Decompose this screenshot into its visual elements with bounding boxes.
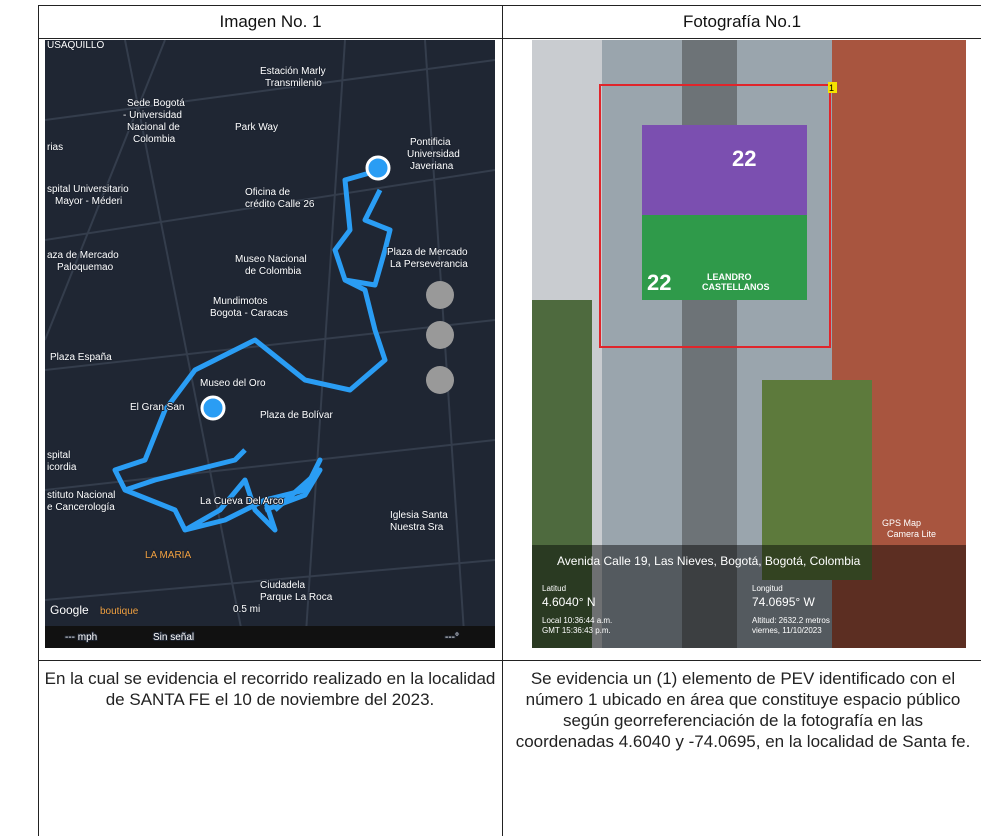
border	[38, 660, 981, 661]
watermark: GPS Map	[882, 518, 921, 528]
banner-text: 22	[647, 270, 671, 295]
status-text: --- mph	[65, 632, 97, 643]
photo-value: viernes, 11/10/2023	[752, 626, 822, 635]
photo: 1 22 22 LEANDRO CASTELLANOS GPS Map Came…	[532, 40, 966, 648]
map-label: Google	[50, 603, 89, 617]
map-label: Nacional de	[127, 122, 180, 133]
photo-value: 4.6040° N	[542, 595, 596, 609]
photo-marker: 1	[829, 83, 834, 93]
map-label: Museo del Oro	[200, 378, 266, 389]
map-label: Iglesia Santa	[390, 510, 448, 521]
map-label: Mayor - Méderi	[55, 196, 122, 207]
photo-value: 74.0695° W	[752, 595, 816, 609]
photo-value: Altitud: 2632.2 metros	[752, 616, 830, 625]
border	[38, 5, 39, 836]
map-label: Paloquemao	[57, 262, 114, 273]
map-label: - Universidad	[123, 110, 182, 121]
map-label: Nuestra Sra	[390, 522, 444, 533]
map-label: de Colombia	[245, 266, 302, 277]
border	[502, 5, 503, 836]
map-label: rias	[47, 142, 63, 153]
map-label: Estación Marly	[260, 66, 326, 77]
map-label: stituto Nacional	[47, 490, 115, 501]
header-cell: Imagen No. 1	[219, 12, 322, 31]
banner-text: 22	[732, 146, 756, 171]
map-label: Plaza España	[50, 352, 112, 363]
map-label: spital	[47, 450, 70, 461]
map-label: La Cueva Del Arco	[200, 496, 284, 507]
map-label: spital Universitario	[47, 184, 129, 195]
map-label: Sede Bogotá	[127, 98, 185, 109]
map-label: Transmilenio	[265, 78, 322, 89]
map-label: Universidad	[407, 149, 460, 160]
map-label: LA MARIA	[145, 550, 191, 561]
caption: En la cual se evidencia el recorrido rea…	[44, 669, 496, 709]
map-label: USAQUILLO	[47, 40, 104, 51]
map-label: 0.5 mi	[233, 604, 260, 615]
banner-text: CASTELLANOS	[702, 282, 770, 292]
map-label: crédito Calle 26	[245, 199, 315, 210]
photo-label: Longitud	[752, 584, 783, 593]
map-label: Parque La Roca	[260, 592, 333, 603]
map-label: Pontificia	[410, 137, 451, 148]
map-label: Bogota - Caracas	[210, 308, 288, 319]
border	[38, 38, 981, 39]
map-image: USAQUILLO Estación Marly Transmilenio Se…	[45, 40, 495, 648]
map-label: icordia	[47, 462, 77, 473]
map-label: El Gran San	[130, 402, 184, 413]
map-label: Mundimotos	[213, 296, 267, 307]
map-label: Plaza de Bolívar	[260, 410, 333, 421]
map-label: Museo Nacional	[235, 254, 307, 265]
map-label: La Perseverancia	[390, 259, 468, 270]
watermark: Camera Lite	[887, 529, 936, 539]
photo-value: GMT 15:36:43 p.m.	[542, 626, 611, 635]
header-cell: Fotografía No.1	[682, 12, 802, 31]
photo-label: Latitud	[542, 584, 566, 593]
caption: Se evidencia un (1) elemento de PEV iden…	[515, 669, 971, 751]
map-label: e Cancerología	[47, 502, 115, 513]
border	[38, 5, 981, 6]
map-label: aza de Mercado	[47, 250, 119, 261]
status-text: ---°	[445, 632, 459, 643]
map-label: Colombia	[133, 134, 176, 145]
banner-text: LEANDRO	[707, 272, 752, 282]
status-text: Sin señal	[153, 632, 194, 643]
photo-value: Local 10:36:44 a.m.	[542, 616, 612, 625]
map-label: Javeriana	[410, 161, 454, 172]
map-label: Park Way	[235, 122, 278, 133]
map-label: boutique	[100, 606, 139, 617]
map-label: Plaza de Mercado	[387, 247, 468, 258]
photo-address: Avenida Calle 19, Las Nieves, Bogotá, Bo…	[557, 554, 861, 568]
map-label: Oficina de	[245, 187, 290, 198]
map-label: Ciudadela	[260, 580, 305, 591]
